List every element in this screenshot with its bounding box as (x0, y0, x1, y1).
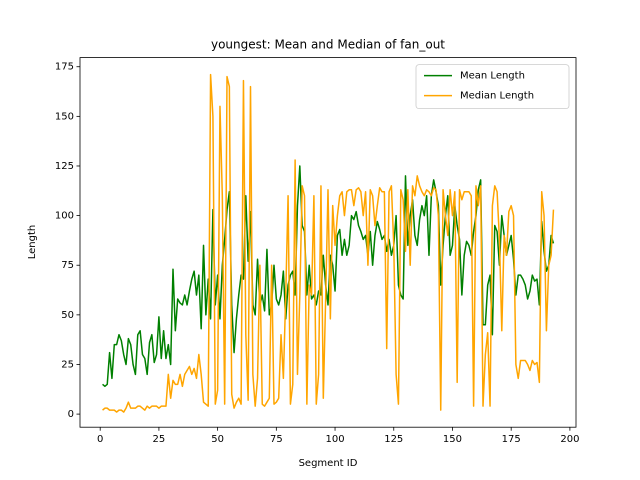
x-tick-label: 150 (443, 434, 462, 445)
legend-label: Mean Length (460, 71, 525, 82)
x-tick-label: 75 (270, 434, 283, 445)
y-tick-label: 100 (55, 211, 74, 222)
plot-frame (79, 57, 577, 428)
x-tick-label: 50 (211, 434, 224, 445)
legend-box (415, 64, 570, 109)
y-tick-label: 175 (55, 62, 74, 73)
y-tick-label: 75 (61, 260, 74, 271)
y-tick-label: 50 (61, 310, 74, 321)
x-tick-label: 125 (384, 434, 403, 445)
legend-label: Median Length (460, 91, 534, 102)
x-axis-label: Segment ID (299, 458, 358, 469)
y-axis-label: Length (27, 225, 38, 260)
x-tick-label: 0 (97, 434, 103, 445)
y-tick-label: 25 (61, 359, 74, 370)
x-tick-label: 200 (560, 434, 579, 445)
series-line (102, 73, 555, 413)
x-tick-label: 100 (325, 434, 344, 445)
series-line (102, 165, 555, 388)
y-tick-label: 125 (55, 161, 74, 172)
y-tick-label: 0 (68, 409, 74, 420)
x-tick-label: 25 (153, 434, 166, 445)
chart-title: youngest: Mean and Median of fan_out (211, 38, 445, 52)
x-tick-label: 175 (502, 434, 521, 445)
y-tick-label: 150 (55, 111, 74, 122)
